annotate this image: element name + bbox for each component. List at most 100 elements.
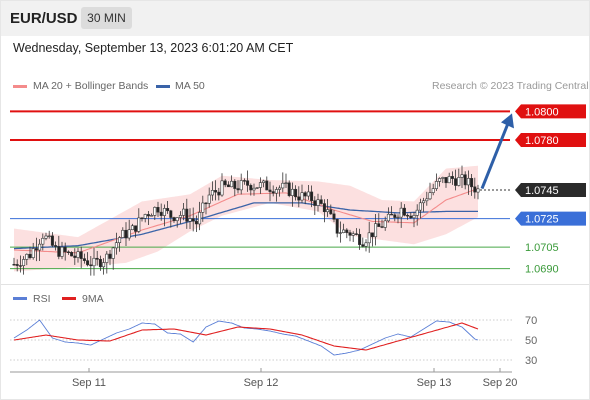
panel-divider [0,284,590,285]
candle-body [268,189,272,192]
x-tick-label-0: Sep 11 [72,377,106,389]
candle-body [159,211,163,216]
candle-body [137,217,141,232]
candle-body [201,202,205,213]
candle-body [114,242,118,249]
candle-body [457,177,461,186]
candle-body [178,215,182,218]
candle-body [162,208,166,216]
candle-body [188,218,192,222]
candle-body [447,176,451,184]
candle-body [329,209,333,215]
candle-body [18,265,22,267]
candle-body [38,243,42,251]
candle-body [422,200,426,204]
candle-body [172,217,176,222]
candle-body [454,178,458,186]
candle-body [153,207,157,216]
candle-body [361,244,365,247]
candle-body [146,214,150,217]
x-tick-label-2: Sep 13 [417,377,452,389]
symbol-title: EUR/USD [10,10,78,27]
candle-body [82,258,86,261]
rsi-tick-50: 50 [525,335,537,347]
candle-body [415,209,419,216]
candle-body [60,246,64,257]
timeframe-badge[interactable]: 30 MIN [81,7,132,29]
candle-body [370,232,374,238]
candle-body [402,207,406,216]
rsi-tick-70: 70 [525,315,537,327]
price-label-5: 1.0690 [525,264,559,276]
candle-body [390,213,394,216]
price-label-3: 1.0725 [525,214,559,226]
candle-body [63,246,67,253]
candle-body [98,259,102,268]
price-label-4: 1.0705 [525,242,559,254]
rsi-series-9ma [13,322,479,351]
candle-body [230,180,234,188]
ma20-line [13,188,479,254]
candle-body [210,190,214,196]
candle-body [322,203,326,213]
candle-body [425,198,429,202]
candle-body [338,232,342,234]
candle-body [50,235,54,246]
header-bar: EUR/USD 30 MIN [0,0,590,36]
rsi-ma-legend-swatch [62,297,76,300]
candle-body [335,218,339,234]
candle-body [175,217,179,222]
candle-body [47,235,51,237]
candle-body [319,199,323,204]
candle-body [434,181,438,189]
candle-body [223,180,227,186]
x-tick-label-1: Sep 12 [244,377,279,389]
source-credit: Research © 2023 Trading Central [432,80,589,92]
price-tag-3 [515,211,586,226]
candle-body [249,185,253,191]
candle-body [470,178,474,188]
candle-body [418,202,422,211]
candle-body [300,192,304,201]
candle-body [44,235,48,239]
candle-body [127,229,131,239]
ma50-legend-swatch [156,85,170,88]
price-label-1: 1.0780 [525,135,559,147]
candle-body [380,226,384,228]
candle-body [313,200,317,206]
candle-body [28,253,32,258]
candle-body [12,263,16,266]
candle-body [66,251,70,253]
candle-body [108,253,112,259]
candle-body [204,202,208,205]
candle-body [255,187,259,189]
candle-body [444,177,448,184]
candle-body [294,188,298,198]
candle-body [364,242,368,247]
candle-body [79,251,83,259]
rsi-ma-legend-label: 9MA [82,293,104,305]
candle-body [214,190,218,193]
candle-body [278,187,282,190]
candle-body [246,180,250,186]
ma20-legend-swatch [13,85,27,88]
candle-body [386,213,390,222]
price-tag-0 [515,104,586,119]
candle-body [70,252,74,257]
candle-body [239,180,243,191]
candle-body [41,237,45,245]
candle-body [460,174,464,178]
candle-body [303,192,307,197]
candle-body [140,217,144,219]
candle-body [92,257,96,267]
candle-body [351,233,355,236]
candle-body [15,264,19,266]
price-label-2: 1.0745 [525,185,559,197]
ma50-legend-label: MA 50 [175,80,205,92]
candle-body [281,182,285,189]
ma20-legend-label: MA 20 + Bollinger Bands [33,80,149,92]
candle-body [54,245,58,247]
candle-body [473,186,477,193]
candle-body [438,178,442,182]
